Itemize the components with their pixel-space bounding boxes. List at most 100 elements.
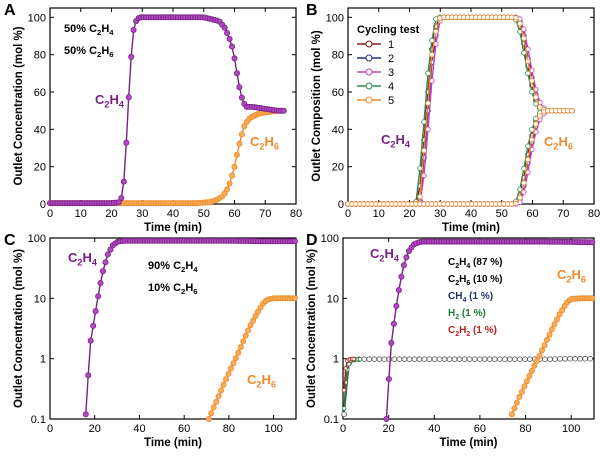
ch4-series-point	[572, 355, 578, 362]
x-tick-label: 40	[428, 423, 440, 435]
cycle-5-c2h6-point	[513, 200, 519, 207]
cycle-5-c2h4-point	[513, 15, 519, 21]
x-tick-label: 40	[465, 208, 477, 220]
text-span: H	[185, 282, 193, 294]
series-label-c2h6: C2H6	[250, 134, 279, 152]
c2h2-series-point	[351, 356, 356, 362]
c2h6-series-point	[546, 331, 553, 338]
text-span: 4	[466, 263, 470, 270]
x-tick-label: 0	[47, 208, 53, 220]
c2h6-series-point	[589, 295, 596, 302]
h2-series-point	[357, 357, 363, 362]
ch4-series-point	[567, 355, 573, 362]
c2h6-series-point	[230, 360, 237, 367]
x-tick-label: 60	[526, 208, 538, 220]
y-tick-label: 60	[332, 87, 344, 99]
text-span: C	[95, 92, 105, 107]
c2h6-series-point	[528, 367, 535, 374]
text-span: C	[557, 267, 567, 282]
x-tick-label: 0	[340, 423, 346, 435]
c2h4-series-point	[393, 302, 400, 309]
y-tick-label: 1	[40, 354, 46, 366]
y-axis-label: Outlet Concentration (mol %)	[13, 26, 25, 185]
y-tick-label: 100	[28, 233, 46, 245]
text-span: C	[247, 372, 257, 387]
cycle-5-c2h4-point	[433, 28, 439, 35]
cycle-5-c2h6-point	[529, 136, 535, 143]
text-span: 50% C	[64, 23, 97, 35]
c2h4-series-point	[400, 262, 407, 269]
ch4-series-point	[522, 356, 528, 363]
ch4-series-point	[446, 356, 453, 363]
legend-swatch-marker	[365, 40, 373, 48]
legend-swatch-marker	[365, 96, 373, 104]
x-tick-label: 80	[223, 423, 235, 435]
ch4-series-point	[516, 356, 523, 363]
y-tick-label: 0	[40, 199, 46, 211]
ch4-series-point	[376, 356, 383, 363]
text-span: H	[109, 92, 118, 107]
text-span: 2	[455, 263, 459, 270]
cycle-4-c2h4-point	[417, 165, 423, 171]
series-label-c2h4: C2H4	[370, 246, 400, 264]
text-span: 50% C	[64, 45, 97, 57]
chart-panel-a: 0 10 20 30 40 50 60 70 80 0 20 40 60 80 100 Time (min) O…	[13, 7, 302, 234]
y-axis-label: Outlet Composition (mol %)	[311, 30, 323, 182]
x-tick-label: 40	[167, 208, 179, 220]
c2h6-series-point	[541, 342, 548, 349]
c2h4-series-point	[395, 287, 402, 294]
c2h4-series-point	[120, 178, 127, 185]
text-span: (10 %)	[470, 274, 502, 285]
feed-label-c2h6: 50% C2H6	[64, 45, 114, 59]
c2h4-series-point	[221, 24, 228, 31]
y-tick-label: 100	[28, 12, 46, 24]
cycle-5-c2h6-point	[569, 107, 575, 114]
ch4-series-point	[436, 356, 443, 363]
legend-entry-label: 5	[388, 95, 394, 107]
c2h4-series-point	[224, 29, 231, 36]
text-span: 2	[181, 265, 185, 274]
ch4-series-point	[411, 356, 418, 363]
series-label-c2h4: C2H4	[95, 92, 125, 110]
y-tick-label: 80	[332, 50, 344, 62]
y-tick-label: 0	[338, 199, 344, 211]
ch4-series-point	[547, 356, 553, 363]
c2h6-series-point	[554, 316, 561, 323]
cycle-5-c2h4-point	[429, 52, 435, 58]
ch4-series-point	[577, 355, 583, 362]
ch4-series-point	[431, 356, 438, 363]
y-tick-label: 20	[332, 162, 344, 174]
c2h6-series-point	[238, 131, 245, 138]
c2h4-series-point	[231, 55, 238, 62]
c2h6-series-line	[208, 297, 295, 420]
c2h4-series-point	[226, 36, 233, 43]
ch4-series-point	[476, 356, 483, 363]
cycle-5-c2h6-point	[521, 180, 527, 186]
ch4-series-point	[486, 356, 493, 363]
chart-panel-b: 0 10 20 30 40 50 60 70 80 0 20 40 60 80 100 Time (min) O…	[311, 7, 600, 234]
text-span: (1 %)	[466, 291, 493, 302]
c2h6-series-point	[521, 383, 528, 390]
ch4-series-point	[501, 356, 508, 363]
cycle-5-c2h6-point	[525, 156, 531, 163]
text-span: 6	[466, 280, 470, 287]
x-tick-label: 30	[434, 208, 446, 220]
text-span: H	[261, 372, 270, 387]
ch4-series-point	[461, 356, 468, 363]
feed-label-c2h6: 10% C2H6	[148, 282, 198, 296]
c2h4-series-point	[228, 43, 235, 50]
series-label-c2h4: C2H4	[68, 250, 98, 268]
cycle-5-c2h4-point	[525, 58, 531, 65]
x-tick-label: 60	[228, 208, 240, 220]
c2h4-series-point	[390, 320, 397, 327]
cycle-5-c2h4-point	[521, 35, 527, 42]
c2h6-series-point	[213, 398, 220, 405]
ch4-series-point	[506, 356, 513, 363]
text-span: 4	[92, 258, 98, 268]
x-tick-label: 20	[89, 423, 101, 435]
text-span: H	[395, 132, 404, 147]
ch4-series-point	[582, 355, 588, 362]
c2h4-series-point	[385, 375, 392, 382]
c2h4-series-point	[128, 53, 135, 60]
x-tick-label: 80	[290, 208, 302, 220]
